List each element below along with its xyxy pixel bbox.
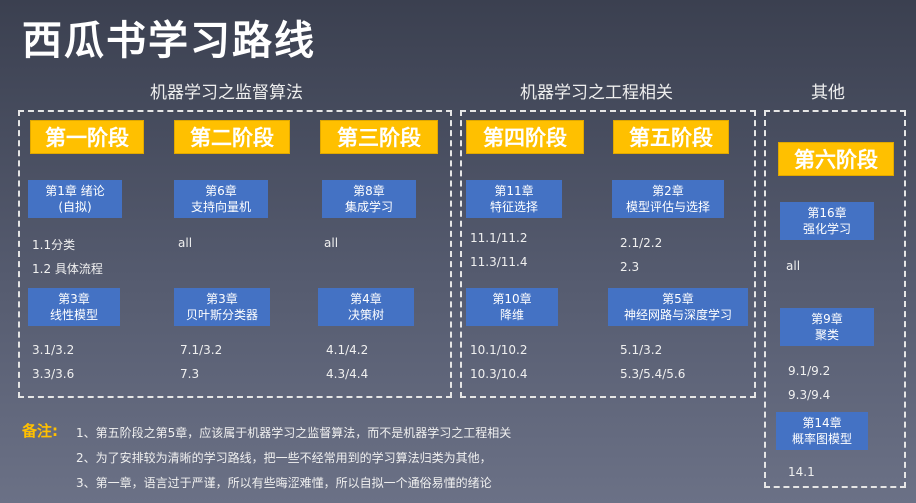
stage-6: 第六阶段 (778, 142, 894, 176)
stage-3: 第三阶段 (320, 120, 438, 154)
section-title-engineering: 机器学习之工程相关 (520, 83, 673, 103)
chapter-1: 第1章 绪论 (自拟) (28, 180, 122, 218)
sections-c1-2: 1.2 具体流程 (32, 262, 103, 276)
note-2: 2、为了安排较为清晰的学习路线，把一些不经常用到的学习算法归类为其他， (76, 451, 492, 465)
chapter-6-number: 第6章 (205, 184, 237, 198)
stage-1: 第一阶段 (30, 120, 144, 154)
chapter-11-number: 第11章 (494, 184, 534, 198)
sections-c3b-2: 7.3 (180, 367, 200, 381)
group-supervised (18, 110, 452, 398)
chapter-4-name: 决策树 (347, 308, 384, 322)
chapter-14: 第14章 概率图模型 (776, 412, 868, 450)
section-title-supervised: 机器学习之监督算法 (150, 83, 303, 103)
sections-c3b-1: 7.1/3.2 (180, 343, 223, 357)
group-engineering (460, 110, 756, 398)
chapter-11-name: 特征选择 (489, 200, 538, 214)
chapter-6: 第6章 支持向量机 (174, 180, 268, 218)
page-title: 西瓜书学习路线 (22, 18, 316, 64)
chapter-3-linear: 第3章 线性模型 (28, 288, 120, 326)
section-title-other: 其他 (811, 83, 845, 103)
sections-c11-2: 11.3/11.4 (470, 255, 528, 269)
chapter-9-number: 第9章 (811, 312, 843, 326)
note-1: 1、第五阶段之第5章，应该属于机器学习之监督算法，而不是机器学习之工程相关 (76, 426, 512, 440)
stage-2: 第二阶段 (174, 120, 290, 154)
chapter-10-name: 降维 (499, 308, 524, 322)
sections-c2-1: 2.1/2.2 (620, 236, 663, 250)
sections-c5-1: 5.1/3.2 (620, 343, 663, 357)
chapter-4-number: 第4章 (350, 292, 382, 306)
sections-c9-1: 9.1/9.2 (788, 364, 831, 378)
chapter-1-number: 第1章 绪论 (45, 184, 105, 198)
chapter-5-number: 第5章 (662, 292, 694, 306)
chapter-3-linear-name: 线性模型 (49, 308, 98, 322)
group-other (764, 110, 906, 488)
sections-c14-1: 14.1 (788, 465, 815, 479)
chapter-5-name: 神经网路与深度学习 (623, 308, 732, 322)
chapter-3-bayes-number: 第3章 (206, 292, 238, 306)
sections-c16-1: all (786, 259, 801, 273)
chapter-6-name: 支持向量机 (190, 200, 251, 214)
chapter-5: 第5章 神经网路与深度学习 (608, 288, 748, 326)
chapter-9-name: 聚类 (814, 328, 839, 342)
chapter-8-number: 第8章 (353, 184, 385, 198)
chapter-3-linear-number: 第3章 (58, 292, 90, 306)
stage-5: 第五阶段 (613, 120, 729, 154)
chapter-10: 第10章 降维 (466, 288, 558, 326)
chapter-11: 第11章 特征选择 (466, 180, 562, 218)
sections-c4-2: 4.3/4.4 (326, 367, 369, 381)
sections-c8-1: all (324, 236, 339, 250)
sections-c10-2: 10.3/10.4 (470, 367, 528, 381)
notes-label: 备注: (22, 422, 58, 440)
sections-c3a-2: 3.3/3.6 (32, 367, 75, 381)
note-3: 3、第一章，语言过于严谨，所以有些晦涩难懂，所以自拟一个通俗易懂的绪论 (76, 476, 492, 490)
sections-c6-1: all (178, 236, 193, 250)
sections-c9-2: 9.3/9.4 (788, 388, 831, 402)
sections-c5-2: 5.3/5.4/5.6 (620, 367, 686, 381)
sections-c4-1: 4.1/4.2 (326, 343, 369, 357)
chapter-9: 第9章 聚类 (780, 308, 874, 346)
chapter-16-name: 强化学习 (802, 222, 851, 236)
chapter-8: 第8章 集成学习 (322, 180, 416, 218)
chapter-3-bayes: 第3章 贝叶斯分类器 (174, 288, 270, 326)
chapter-1-name: (自拟) (58, 200, 92, 214)
chapter-4: 第4章 决策树 (318, 288, 414, 326)
chapter-14-name: 概率图模型 (791, 432, 852, 446)
stage-4: 第四阶段 (466, 120, 584, 154)
chapter-2-name: 模型评估与选择 (625, 200, 710, 214)
chapter-2-number: 第2章 (652, 184, 684, 198)
chapter-14-number: 第14章 (802, 416, 842, 430)
chapter-16-number: 第16章 (807, 206, 847, 220)
chapter-3-bayes-name: 贝叶斯分类器 (185, 308, 258, 322)
sections-c3a-1: 3.1/3.2 (32, 343, 75, 357)
chapter-8-name: 集成学习 (344, 200, 393, 214)
sections-c1-1: 1.1分类 (32, 238, 76, 252)
chapter-16: 第16章 强化学习 (780, 202, 874, 240)
chapter-10-number: 第10章 (492, 292, 532, 306)
sections-c10-1: 10.1/10.2 (470, 343, 528, 357)
sections-c11-1: 11.1/11.2 (470, 231, 528, 245)
chapter-2: 第2章 模型评估与选择 (612, 180, 724, 218)
sections-c2-2: 2.3 (620, 260, 640, 274)
